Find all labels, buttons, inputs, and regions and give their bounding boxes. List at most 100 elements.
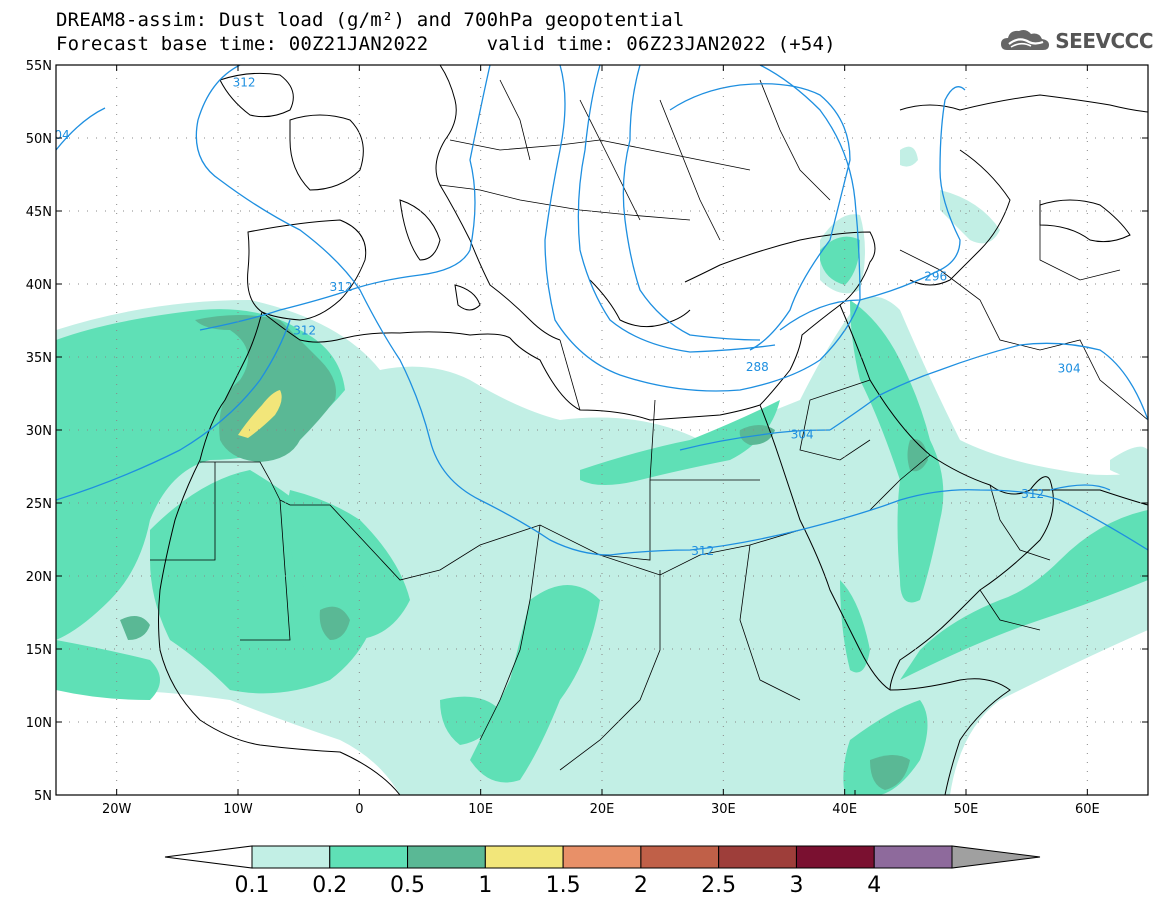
grid-dot — [825, 721, 826, 723]
grid-dot — [60, 137, 61, 139]
grid-dot — [645, 65, 646, 66]
grid-dot — [987, 210, 988, 212]
grid-dot — [861, 65, 862, 66]
grid-dot — [789, 721, 790, 723]
grid-dot — [609, 137, 610, 139]
grid-dot — [1122, 502, 1123, 504]
grid-dot — [807, 65, 808, 66]
grid-dot — [537, 429, 538, 431]
grid-dot — [465, 648, 466, 650]
grid-dot — [528, 575, 529, 577]
grid-dot — [951, 65, 952, 66]
grid-dot — [438, 429, 439, 431]
grid-dot — [116, 546, 118, 547]
grid-dot — [116, 186, 118, 187]
grid-dot — [601, 726, 603, 727]
grid-dot — [480, 411, 482, 412]
grid-dot — [600, 65, 601, 66]
grid-dot — [978, 648, 979, 650]
grid-dot — [906, 721, 907, 723]
grid-dot — [132, 283, 133, 285]
grid-dot — [358, 636, 360, 637]
grid-dot — [942, 65, 943, 66]
grid-dot — [601, 222, 603, 223]
grid-dot — [177, 721, 178, 723]
grid-dot — [726, 721, 727, 723]
grid-dot — [717, 356, 718, 358]
grid-dot — [480, 231, 482, 232]
grid-dot — [358, 762, 360, 763]
grid-dot — [420, 65, 421, 66]
grid-dot — [965, 645, 967, 646]
grid-dot — [699, 137, 700, 139]
contour-label: 296 — [924, 270, 947, 284]
grid-dot — [798, 794, 799, 795]
colorbar-over-arrow — [951, 845, 1041, 869]
grid-dot — [888, 210, 889, 212]
grid-dot — [231, 65, 232, 66]
grid-dot — [965, 267, 967, 268]
grid-dot — [1068, 210, 1069, 212]
grid-dot — [672, 65, 673, 66]
grid-dot — [1122, 575, 1123, 577]
grid-dot — [480, 726, 482, 727]
grid-dot — [267, 794, 268, 795]
grid-dot — [204, 137, 205, 139]
grid-dot — [96, 721, 97, 723]
grid-dot — [844, 429, 846, 430]
grid-dot — [717, 575, 718, 577]
grid-dot — [816, 137, 817, 139]
grid-dot — [438, 575, 439, 577]
grid-dot — [258, 210, 259, 212]
grid-dot — [96, 502, 97, 504]
grid-dot — [722, 726, 724, 727]
grid-dot — [105, 429, 106, 431]
grid-dot — [132, 575, 133, 577]
grid-dot — [942, 283, 943, 285]
grid-dot — [402, 137, 403, 139]
grid-dot — [663, 575, 664, 577]
grid-dot — [969, 721, 970, 723]
grid-dot — [177, 794, 178, 795]
grid-dot — [393, 502, 394, 504]
grid-dot — [951, 648, 952, 650]
grid-dot — [744, 648, 745, 650]
grid-dot — [735, 283, 736, 285]
grid-dot — [237, 564, 239, 565]
grid-dot — [366, 137, 367, 139]
grid-dot — [330, 502, 331, 504]
grid-dot — [965, 159, 967, 160]
grid-dot — [312, 502, 313, 504]
grid-dot — [753, 721, 754, 723]
grid-dot — [132, 356, 133, 358]
grid-dot — [844, 789, 846, 790]
grid-dot — [965, 771, 967, 772]
grid-dot — [1086, 528, 1088, 529]
grid-dot — [480, 519, 482, 520]
grid-dot — [384, 356, 385, 358]
grid-dot — [1041, 502, 1042, 504]
grid-dot — [601, 195, 603, 196]
grid-dot — [555, 794, 556, 795]
grid-dot — [480, 546, 482, 547]
grid-dot — [267, 356, 268, 358]
grid-dot — [708, 356, 709, 358]
grid-dot — [1086, 762, 1088, 763]
grid-dot — [965, 186, 967, 187]
grid-dot — [722, 510, 724, 511]
grid-dot — [303, 648, 304, 650]
grid-dot — [1086, 474, 1088, 475]
grid-dot — [339, 137, 340, 139]
grid-dot — [312, 429, 313, 431]
grid-dot — [816, 721, 817, 723]
grid-dot — [480, 465, 482, 466]
grid-dot — [1131, 283, 1132, 285]
grid-dot — [519, 648, 520, 650]
grid-dot — [844, 384, 846, 385]
grid-dot — [844, 258, 846, 259]
grid-dot — [519, 721, 520, 723]
grid-dot — [393, 283, 394, 285]
grid-dot — [708, 648, 709, 650]
grid-dot — [237, 708, 239, 709]
grid-dot — [699, 721, 700, 723]
